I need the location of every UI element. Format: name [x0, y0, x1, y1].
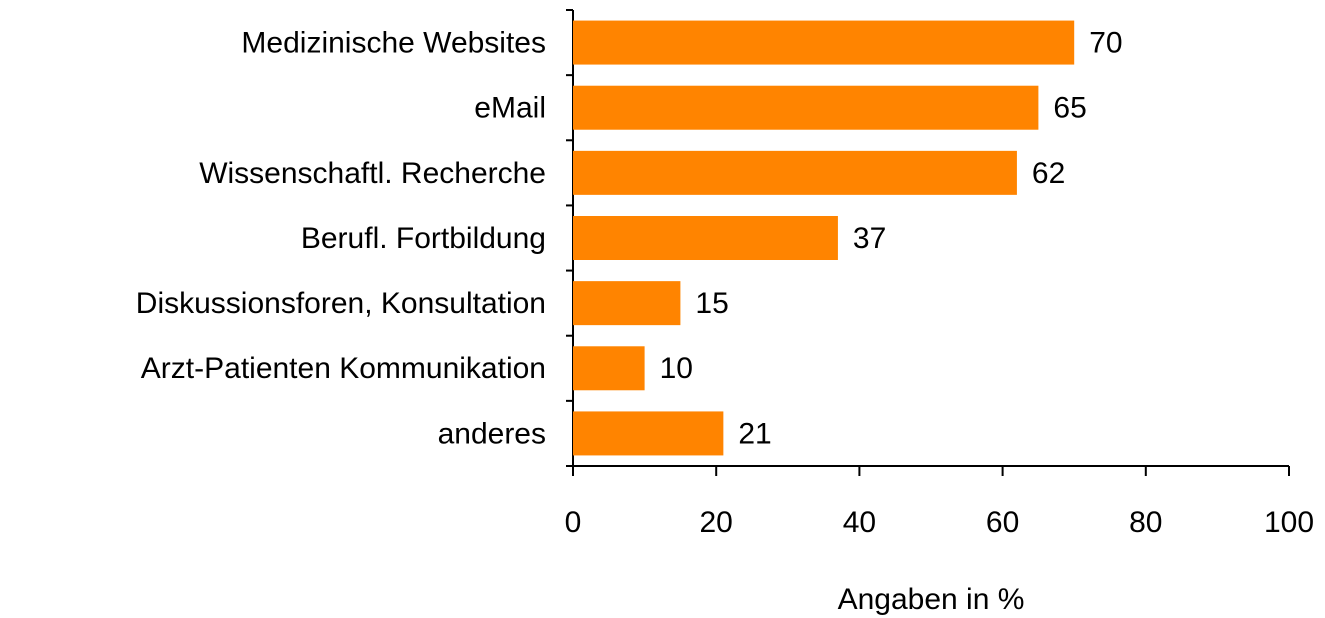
- y-tick-label: Diskussionsforen, Konsultation: [136, 287, 546, 320]
- y-tick-label: Arzt-Patienten Kommunikation: [141, 352, 546, 385]
- y-tick-label: anderes: [438, 417, 546, 450]
- value-label: 10: [660, 352, 693, 385]
- x-tick-label: 100: [1264, 506, 1314, 539]
- y-tick-label: eMail: [474, 92, 546, 125]
- x-tick-label: 40: [843, 506, 876, 539]
- value-label: 65: [1053, 92, 1086, 125]
- y-tick-label: Medizinische Websites: [241, 26, 546, 59]
- y-tick-label: Berufl. Fortbildung: [301, 222, 546, 255]
- value-label: 21: [738, 417, 771, 450]
- y-tick-label: Wissenschaftl. Recherche: [199, 157, 546, 190]
- bar: [573, 150, 1017, 195]
- value-label: 70: [1089, 26, 1122, 59]
- bar: [573, 411, 724, 456]
- x-tick-label: 20: [700, 506, 733, 539]
- bar: [573, 346, 645, 391]
- x-tick-label: 60: [986, 506, 1019, 539]
- bar: [573, 20, 1075, 65]
- value-label: 37: [853, 222, 886, 255]
- value-label: 62: [1032, 157, 1065, 190]
- x-tick-label: 0: [565, 506, 582, 539]
- value-label: 15: [695, 287, 728, 320]
- x-tick-label: 80: [1129, 506, 1162, 539]
- bar: [573, 281, 681, 326]
- x-axis-label: Angaben in %: [838, 583, 1025, 616]
- bar: [573, 216, 838, 260]
- bar: [573, 85, 1039, 130]
